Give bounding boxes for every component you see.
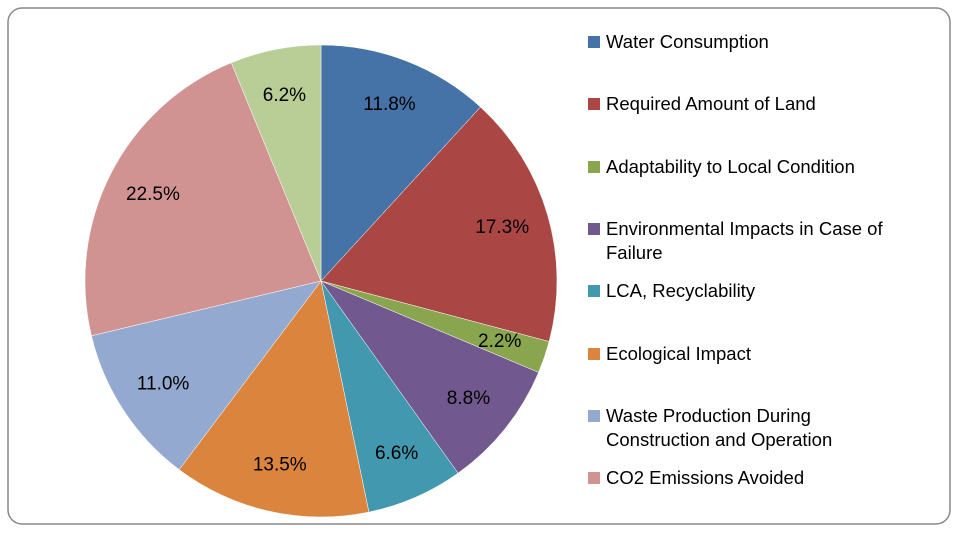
legend-item: Ecological Impact (588, 342, 891, 366)
pie-slice (230, 44, 322, 282)
legend-label: CO2 Emissions Avoided (606, 467, 805, 489)
legend-swatch (588, 409, 600, 422)
data-label: 17.3% (475, 217, 529, 238)
legend-label: Waste Production During Construction and… (606, 404, 833, 450)
pie-slice (320, 280, 539, 474)
legend-label: LCA, Recyclability (606, 280, 756, 302)
data-label: 13.5% (253, 454, 307, 475)
legend-label: Adaptability to Local Condition (606, 155, 855, 177)
data-label: 6.6% (375, 443, 418, 464)
pie-slice (178, 280, 370, 518)
data-label: 22.5% (126, 184, 180, 205)
legend-swatch (588, 285, 600, 298)
legend-item: CO2 Emissions Avoided (588, 466, 891, 490)
legend-swatch (588, 347, 600, 360)
legend-item: Environmental Impacts in Case of Failure (588, 217, 891, 265)
legend-item: Water Consumption (588, 30, 891, 54)
data-label: 8.8% (447, 388, 490, 409)
pie-slice (320, 106, 558, 342)
legend-label: Required Amount of Land (606, 93, 816, 115)
legend-item: Required Amount of Land (588, 92, 891, 116)
legend-label: Water Consumption (606, 31, 769, 52)
data-label: 6.2% (263, 85, 306, 106)
legend-label: Environmental Impacts in Case of Failure (606, 217, 883, 263)
legend-item: Waste Production During Construction and… (588, 404, 891, 452)
legend-swatch (588, 222, 600, 235)
legend-label: Ecological Impact (606, 342, 751, 364)
legend-swatch (588, 36, 600, 48)
data-label: 11.0% (137, 374, 190, 395)
data-label: 2.2% (478, 331, 521, 352)
pie-slice (91, 280, 322, 470)
legend-item: LCA, Recyclability (588, 279, 891, 303)
legend-swatch (588, 472, 600, 485)
legend-swatch (588, 98, 600, 111)
data-label: 11.8% (363, 94, 416, 115)
legend-swatch (588, 160, 600, 173)
legend-item: Adaptability to Local Condition (588, 155, 891, 179)
pie-slice (84, 62, 322, 337)
pie-slice (320, 44, 481, 282)
